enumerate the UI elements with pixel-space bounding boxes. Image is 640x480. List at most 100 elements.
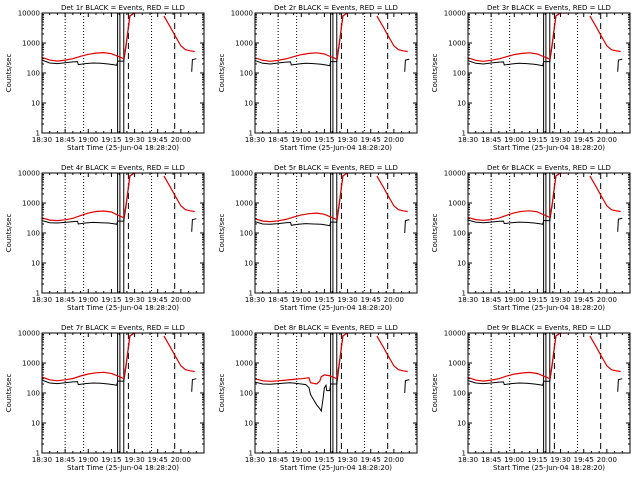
events-series-line: [404, 219, 410, 234]
plot-frame: [254, 172, 418, 294]
plot-frame: [467, 332, 631, 454]
x-tick-label: 18:30: [32, 456, 52, 464]
y-tick-label: 1000: [22, 200, 40, 208]
events-series-line: [42, 333, 141, 386]
y-tick-label: 1000: [22, 40, 40, 48]
x-tick-label: 19:45: [361, 296, 381, 304]
events-series-line: [191, 58, 197, 72]
x-tick-label: 19:45: [361, 136, 381, 144]
x-tick-label: 19:30: [337, 296, 357, 304]
x-tick-label: 19:30: [124, 456, 144, 464]
x-tick-label: 19:00: [291, 456, 311, 464]
x-tick-label: 19:30: [550, 296, 570, 304]
x-tick-label: 19:00: [78, 296, 98, 304]
x-tick-label: 18:45: [55, 136, 75, 144]
x-tick-label: 19:15: [101, 136, 121, 144]
y-tick-label: 1: [462, 290, 466, 298]
y-tick-label: 10: [31, 100, 40, 108]
x-tick-label: 19:00: [504, 456, 524, 464]
y-tick-label: 100: [27, 230, 40, 238]
x-axis-label: Start Time (25-Jun-04 18:28:20): [67, 304, 179, 312]
x-tick-label: 20:00: [171, 136, 191, 144]
y-tick-label: 10: [457, 100, 466, 108]
y-tick-label: 10000: [231, 170, 253, 178]
y-tick-label: 10000: [444, 10, 466, 18]
y-tick-label: 100: [453, 390, 466, 398]
x-tick-label: 18:30: [245, 136, 265, 144]
lld-series-line: [255, 333, 354, 385]
events-series-line: [404, 379, 410, 394]
panel-title: Det 8r BLACK = Events, RED = LLD: [274, 324, 398, 332]
x-tick-label: 19:15: [527, 296, 547, 304]
panel-title: Det 4r BLACK = Events, RED = LLD: [61, 164, 185, 172]
lld-series-line: [468, 13, 567, 62]
lld-series-line: [255, 13, 354, 62]
y-tick-label: 100: [240, 390, 253, 398]
x-axis-label: Start Time (25-Jun-04 18:28:20): [280, 144, 392, 152]
x-tick-label: 20:00: [171, 296, 191, 304]
y-axis-label: Counts/sec: [5, 54, 13, 93]
y-tick-label: 1: [36, 290, 40, 298]
x-tick-label: 18:45: [268, 296, 288, 304]
events-series-line: [42, 13, 141, 66]
x-tick-label: 19:00: [291, 296, 311, 304]
lld-series-line: [255, 173, 354, 223]
x-axis-label: Start Time (25-Jun-04 18:28:20): [280, 464, 392, 472]
y-tick-label: 10: [244, 260, 253, 268]
x-tick-label: 18:30: [458, 136, 478, 144]
x-tick-label: 19:45: [148, 136, 168, 144]
y-axis-label: Counts/sec: [5, 374, 13, 413]
y-tick-label: 10000: [231, 10, 253, 18]
lld-series-line: [42, 333, 141, 382]
lld-series-line: [468, 333, 567, 382]
y-tick-label: 1: [36, 450, 40, 458]
x-tick-label: 20:00: [597, 456, 617, 464]
plot-frame: [254, 332, 418, 454]
plot-frame: [41, 172, 205, 294]
x-tick-label: 18:45: [481, 136, 501, 144]
x-axis-label: Start Time (25-Jun-04 18:28:20): [280, 304, 392, 312]
panel-title: Det 5r BLACK = Events, RED = LLD: [274, 164, 398, 172]
lld-series-line: [589, 335, 621, 373]
y-tick-label: 1: [462, 450, 466, 458]
x-axis-label: Start Time (25-Jun-04 18:28:20): [493, 144, 605, 152]
x-tick-label: 19:00: [504, 136, 524, 144]
events-series-line: [255, 13, 354, 67]
events-series-line: [191, 378, 197, 392]
y-tick-label: 10000: [18, 10, 40, 18]
x-tick-label: 19:00: [78, 456, 98, 464]
events-series-line: [468, 173, 567, 225]
x-axis-label: Start Time (25-Jun-04 18:28:20): [493, 464, 605, 472]
x-tick-label: 20:00: [597, 136, 617, 144]
x-tick-label: 19:00: [504, 296, 524, 304]
y-tick-label: 10: [457, 420, 466, 428]
x-tick-label: 18:45: [481, 456, 501, 464]
panel-title: Det 2r BLACK = Events, RED = LLD: [274, 4, 398, 12]
y-tick-label: 10: [457, 260, 466, 268]
lld-series-line: [42, 173, 141, 222]
y-tick-label: 10000: [444, 330, 466, 338]
lld-series-line: [376, 335, 408, 373]
x-tick-label: 18:30: [245, 456, 265, 464]
lld-series-line: [163, 335, 195, 373]
y-tick-label: 1000: [448, 40, 466, 48]
plot-frame: [467, 172, 631, 294]
panel-title: Det 6r BLACK = Events, RED = LLD: [487, 164, 611, 172]
y-tick-label: 100: [240, 230, 253, 238]
y-axis-label: Counts/sec: [431, 214, 439, 253]
x-tick-label: 18:45: [268, 456, 288, 464]
x-tick-label: 18:30: [32, 136, 52, 144]
events-series-line: [42, 173, 141, 225]
x-tick-label: 19:45: [148, 296, 168, 304]
y-axis-label: Counts/sec: [218, 54, 226, 93]
x-tick-label: 19:00: [291, 136, 311, 144]
y-tick-label: 10000: [18, 170, 40, 178]
x-tick-label: 19:45: [574, 456, 594, 464]
x-tick-label: 19:30: [124, 296, 144, 304]
lld-series-line: [376, 15, 408, 53]
y-tick-label: 1000: [235, 200, 253, 208]
x-tick-label: 19:15: [101, 456, 121, 464]
x-tick-label: 19:15: [314, 296, 334, 304]
panel-title: Det 7r BLACK = Events, RED = LLD: [61, 324, 185, 332]
x-tick-label: 19:30: [550, 456, 570, 464]
